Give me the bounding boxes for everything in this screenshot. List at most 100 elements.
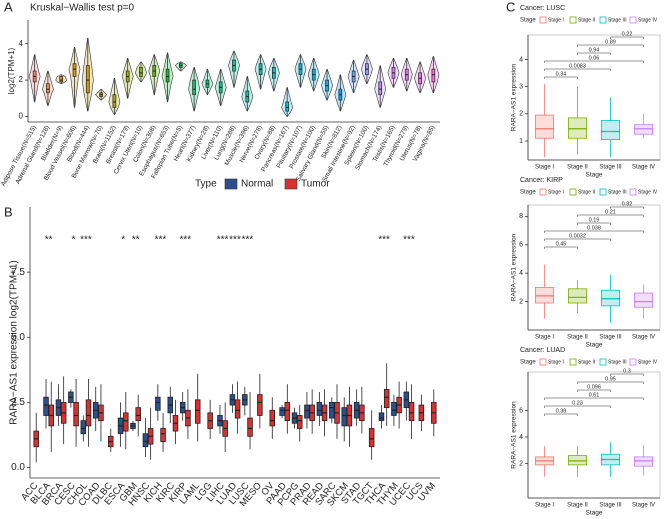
y-tick-label: 4	[519, 434, 523, 441]
legend-swatch	[539, 188, 547, 196]
bracket	[610, 36, 644, 39]
legend-swatch	[599, 188, 607, 196]
chart-title: Kruskal−Wallis test p=0	[30, 3, 135, 14]
x-tick-label: Stage I	[535, 503, 554, 509]
bracket	[544, 230, 644, 233]
legend-label: Stage IV	[638, 189, 658, 195]
box	[46, 83, 50, 94]
legend-swatch	[629, 16, 637, 24]
box	[160, 428, 166, 442]
bracket	[544, 238, 611, 241]
p-value: 0.34	[556, 71, 567, 77]
box	[80, 420, 87, 435]
y-tick-label: 2.5	[11, 397, 25, 408]
bracket	[544, 397, 644, 400]
legend-swatch	[599, 358, 607, 366]
x-axis-label: Stage	[586, 510, 603, 517]
y-tick-label: 2	[19, 75, 24, 84]
box	[155, 396, 161, 411]
legend-swatch	[629, 188, 637, 196]
p-value: 0.06	[589, 55, 600, 61]
significance: ***	[155, 235, 167, 246]
p-value: 0.94	[589, 47, 600, 53]
p-value: 0.3	[623, 368, 631, 374]
bracket	[577, 214, 644, 217]
chart-title: Cancer: LUSC	[520, 5, 565, 12]
box	[85, 65, 90, 94]
x-tick-label: Stage III	[599, 165, 622, 171]
y-tick-label: 3	[519, 83, 523, 90]
significance: ***	[378, 235, 390, 246]
box	[316, 402, 323, 416]
legend-swatch	[539, 16, 547, 24]
p-value: 0.23	[572, 400, 583, 406]
box	[329, 402, 335, 419]
y-tick-label: 4	[519, 56, 523, 63]
box	[341, 407, 347, 427]
legend-label: Stage I	[548, 189, 564, 195]
legend-title: Type	[195, 179, 217, 190]
y-tick-label: 6	[519, 242, 523, 249]
x-tick-label: Stage IV	[632, 165, 655, 171]
box	[568, 288, 587, 304]
significance: ***	[242, 235, 254, 246]
bracket	[577, 389, 611, 392]
legend-swatch	[539, 358, 547, 366]
box	[192, 79, 196, 96]
box	[59, 76, 64, 83]
box	[257, 394, 263, 416]
x-tick-label: Stage II	[567, 335, 588, 341]
legend-label: Stage IV	[638, 17, 658, 23]
legend-swatch	[599, 16, 607, 24]
p-value: 0.45	[556, 241, 567, 247]
x-tick-label: Stage III	[599, 503, 622, 509]
box	[234, 399, 241, 419]
x-tick-label: Stage IV	[632, 503, 655, 509]
panel-label: C	[506, 0, 515, 14]
p-value: 0.61	[589, 392, 600, 398]
box	[601, 289, 620, 307]
bracket	[577, 222, 611, 225]
y-tick-label: 5.0	[11, 332, 25, 343]
x-tick-label: Stage II	[567, 503, 588, 509]
y-tick-label: 1	[519, 138, 523, 145]
panel-label: A	[4, 0, 13, 14]
bracket	[544, 246, 578, 249]
x-tick-label: Stage I	[535, 335, 554, 341]
legend-title: Stage	[520, 190, 536, 196]
y-tick-label: 2	[519, 298, 523, 305]
x-axis-label: Stage	[586, 172, 603, 179]
bracket	[544, 405, 611, 408]
legend-label: Stage III	[608, 359, 627, 365]
bracket	[610, 206, 644, 209]
bracket	[577, 381, 644, 384]
box	[408, 402, 415, 422]
box	[431, 68, 436, 83]
significance: **	[132, 235, 140, 246]
p-value: 0.22	[622, 31, 633, 37]
plot-border	[527, 204, 661, 331]
legend-label: Stage II	[578, 359, 595, 365]
bracket	[544, 68, 611, 71]
box	[285, 101, 290, 112]
legend-label: Stage II	[578, 189, 595, 195]
significance: ***	[179, 235, 191, 246]
x-axis-label: Stage	[586, 342, 603, 349]
legend-swatch	[569, 358, 577, 366]
bracket	[544, 76, 578, 79]
bracket	[577, 52, 611, 55]
box	[73, 402, 79, 427]
y-axis-label: RARA−AS1 expression	[511, 63, 518, 131]
box	[634, 124, 653, 135]
bracket	[610, 373, 644, 376]
y-tick-label: 6	[519, 407, 523, 414]
bracket	[544, 60, 644, 63]
box	[368, 428, 375, 448]
chart-title: Cancer: LUAD	[520, 347, 565, 354]
box	[535, 286, 554, 304]
p-value: 0.38	[556, 408, 567, 414]
legend-swatch	[629, 358, 637, 366]
box	[139, 66, 143, 77]
significance: **	[45, 235, 53, 246]
